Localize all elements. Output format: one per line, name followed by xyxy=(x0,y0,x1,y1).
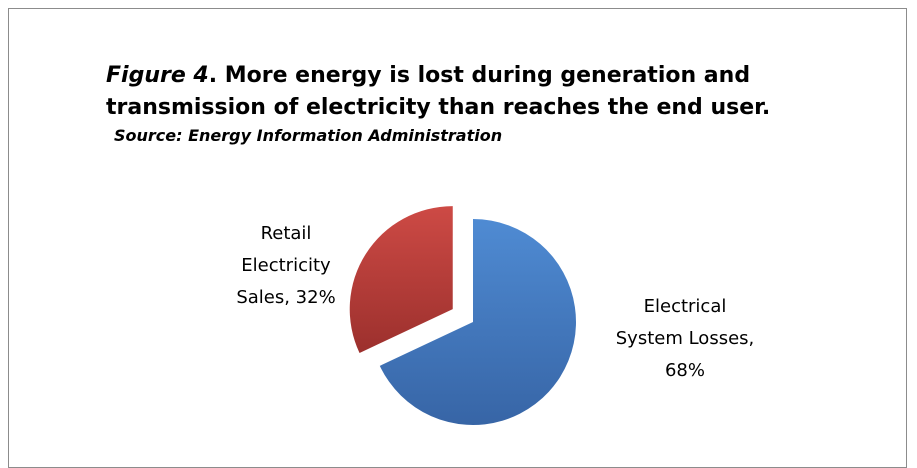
title-text: . More energy is lost during generation … xyxy=(106,63,771,120)
pie-labels: Electrical System Losses, 68% Retail Electri… xyxy=(236,223,754,381)
pie-slice-electrical-system-losses xyxy=(379,219,576,425)
pie-slice-retail-electricity-sales xyxy=(349,206,453,353)
figure-number: Figure 4 xyxy=(106,63,209,88)
slice-label-electrical-system-losses: Electrical System Losses, 68% xyxy=(616,296,755,381)
chart-title: Figure 4. More energy is lost during gen… xyxy=(106,60,866,124)
slice-label-retail-electricity-sales: Retail Electricity Sales, 32% xyxy=(236,223,335,308)
pie-slices xyxy=(349,206,576,425)
chart-source: Source: Energy Information Administratio… xyxy=(114,126,503,145)
